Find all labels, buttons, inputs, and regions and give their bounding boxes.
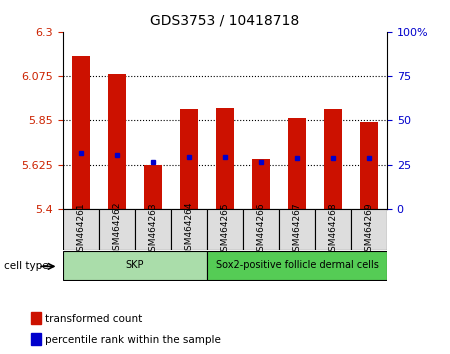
Text: GSM464267: GSM464267 xyxy=(292,202,302,257)
Bar xyxy=(324,109,342,209)
FancyBboxPatch shape xyxy=(99,209,135,250)
Text: GSM464264: GSM464264 xyxy=(184,202,194,256)
FancyBboxPatch shape xyxy=(171,209,207,250)
Text: GSM464268: GSM464268 xyxy=(328,202,338,257)
Bar xyxy=(31,333,40,345)
Text: cell type: cell type xyxy=(4,261,49,271)
Text: GSM464265: GSM464265 xyxy=(220,202,230,257)
FancyBboxPatch shape xyxy=(207,251,387,280)
Bar xyxy=(288,118,306,209)
Text: GSM464269: GSM464269 xyxy=(364,202,373,257)
FancyBboxPatch shape xyxy=(63,251,207,280)
FancyBboxPatch shape xyxy=(315,209,351,250)
FancyBboxPatch shape xyxy=(207,209,243,250)
Bar xyxy=(144,165,162,209)
Text: GSM464262: GSM464262 xyxy=(112,202,122,256)
Text: GSM464263: GSM464263 xyxy=(148,202,157,257)
Bar xyxy=(31,312,40,324)
FancyBboxPatch shape xyxy=(243,209,279,250)
Bar xyxy=(252,159,270,209)
Bar xyxy=(180,109,198,209)
Title: GDS3753 / 10418718: GDS3753 / 10418718 xyxy=(150,14,300,28)
FancyBboxPatch shape xyxy=(279,209,315,250)
Text: GSM464266: GSM464266 xyxy=(256,202,266,257)
Text: SKP: SKP xyxy=(126,261,144,270)
Text: transformed count: transformed count xyxy=(45,314,142,324)
FancyBboxPatch shape xyxy=(135,209,171,250)
Text: percentile rank within the sample: percentile rank within the sample xyxy=(45,335,220,345)
Bar xyxy=(216,108,234,209)
Bar xyxy=(108,74,126,209)
Bar xyxy=(72,56,90,209)
Text: Sox2-positive follicle dermal cells: Sox2-positive follicle dermal cells xyxy=(216,261,378,270)
FancyBboxPatch shape xyxy=(63,209,99,250)
FancyBboxPatch shape xyxy=(351,209,387,250)
Text: GSM464261: GSM464261 xyxy=(76,202,86,257)
Bar xyxy=(360,122,378,209)
